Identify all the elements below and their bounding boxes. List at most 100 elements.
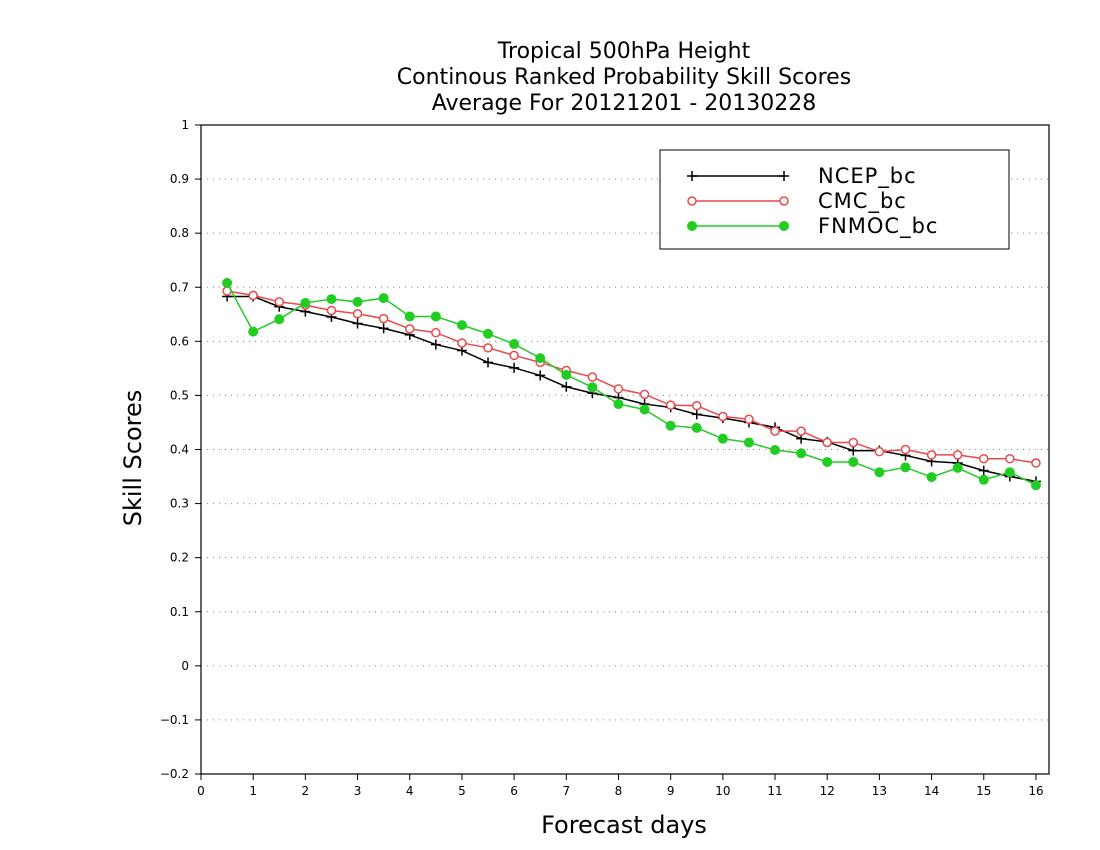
data-point xyxy=(692,400,702,411)
title-line-3: Average For 20121201 - 20130228 xyxy=(432,91,817,116)
legend-marker xyxy=(687,221,697,231)
data-point xyxy=(744,414,754,424)
data-point xyxy=(378,323,389,334)
data-point xyxy=(639,389,650,400)
x-tick-label: 11 xyxy=(767,784,782,798)
x-tick-label: 8 xyxy=(615,784,623,798)
title-line-2: Continous Ranked Probability Skill Score… xyxy=(397,65,851,90)
legend-label: NCEP_bc xyxy=(818,164,917,189)
gridlines xyxy=(201,178,1049,721)
x-tick-label: 7 xyxy=(562,784,570,798)
data-point xyxy=(587,382,598,393)
data-point xyxy=(509,350,519,361)
y-tick-label: 0.1 xyxy=(170,605,189,619)
data-point xyxy=(300,297,311,308)
x-tick-label: 4 xyxy=(406,784,414,798)
legend-item: FNMOC_bc xyxy=(687,214,938,239)
y-tick-label: 0.7 xyxy=(170,280,189,294)
y-tick-label: 1 xyxy=(181,118,189,132)
data-point xyxy=(613,399,624,410)
data-point xyxy=(770,445,781,456)
data-point xyxy=(926,450,937,460)
series-line xyxy=(226,290,1037,464)
legend-marker xyxy=(779,171,789,181)
data-point xyxy=(483,328,494,339)
data-point xyxy=(770,426,780,436)
y-tick-label: −0.2 xyxy=(160,767,189,781)
data-point xyxy=(404,311,415,322)
data-point xyxy=(561,369,572,380)
data-point xyxy=(430,339,441,350)
data-point xyxy=(952,450,963,460)
data-point xyxy=(457,338,467,348)
data-point xyxy=(796,448,807,459)
legend-box xyxy=(659,149,1010,250)
y-axis-ticks: −0.2 −0.1 0 0.1 0.2 0.3 0.4 0.5 0.6 0.7 0.8 0.9 1 xyxy=(160,118,201,781)
legend-marker xyxy=(779,221,789,231)
legend-item: NCEP_bc xyxy=(687,164,917,189)
y-tick-label: 0.4 xyxy=(170,443,189,457)
data-point xyxy=(248,326,259,337)
data-point xyxy=(691,409,702,420)
series-CMC_bc xyxy=(222,286,1041,468)
x-tick-label: 12 xyxy=(820,784,835,798)
legend-item: CMC_bc xyxy=(687,189,907,214)
data-point xyxy=(326,305,337,316)
y-tick-label: 0.3 xyxy=(170,497,189,511)
title-line-1: Tropical 500hPa Height xyxy=(497,39,751,64)
data-point xyxy=(1031,458,1041,468)
x-tick-label: 6 xyxy=(510,784,518,798)
series-FNMOC_bc xyxy=(222,277,1041,491)
data-point xyxy=(587,372,598,382)
data-point xyxy=(639,404,650,415)
x-tick-label: 3 xyxy=(354,784,362,798)
data-point xyxy=(248,290,258,301)
data-point xyxy=(222,277,233,288)
data-point xyxy=(326,294,337,305)
data-point xyxy=(535,370,546,381)
series-line xyxy=(227,295,1037,483)
data-point xyxy=(274,314,285,325)
x-tick-label: 13 xyxy=(872,784,887,798)
data-point xyxy=(1004,467,1015,478)
data-point xyxy=(378,313,389,324)
legend-label: FNMOC_bc xyxy=(818,214,938,239)
y-axis-label: Skill Scores xyxy=(119,390,147,527)
chart-title: Tropical 500hPa Height Continous Ranked … xyxy=(397,39,851,116)
y-tick-label: 0.9 xyxy=(170,172,189,186)
x-tick-label: 0 xyxy=(197,784,205,798)
x-tick-label: 5 xyxy=(458,784,466,798)
data-point xyxy=(979,453,989,464)
data-point xyxy=(874,467,885,478)
y-tick-label: 0.2 xyxy=(170,551,189,565)
data-point xyxy=(874,446,885,457)
y-tick-label: −0.1 xyxy=(160,713,189,727)
data-point xyxy=(613,384,624,394)
data-point xyxy=(430,311,441,322)
data-point xyxy=(848,437,859,448)
data-point xyxy=(1030,480,1041,491)
y-tick-label: 0.8 xyxy=(170,226,189,240)
data-point xyxy=(535,353,546,364)
x-tick-label: 16 xyxy=(1028,784,1043,798)
data-point xyxy=(822,456,833,467)
y-tick-label: 0.6 xyxy=(170,334,189,348)
data-point xyxy=(718,411,728,422)
data-point xyxy=(717,433,728,444)
data-point xyxy=(483,357,494,368)
data-point xyxy=(1005,453,1015,464)
data-point xyxy=(352,318,363,329)
x-tick-label: 14 xyxy=(924,784,939,798)
data-point xyxy=(743,437,754,448)
data-point xyxy=(665,420,676,431)
x-tick-label: 2 xyxy=(302,784,310,798)
x-axis-ticks: 0 1 2 3 4 5 6 7 8 9 10 11 12 13 14 15 16 xyxy=(197,774,1044,798)
legend-label: CMC_bc xyxy=(818,189,907,214)
data-point xyxy=(952,462,963,473)
data-point xyxy=(848,445,859,456)
legend-marker xyxy=(687,196,697,206)
data-point xyxy=(926,472,937,483)
x-tick-label: 15 xyxy=(976,784,991,798)
